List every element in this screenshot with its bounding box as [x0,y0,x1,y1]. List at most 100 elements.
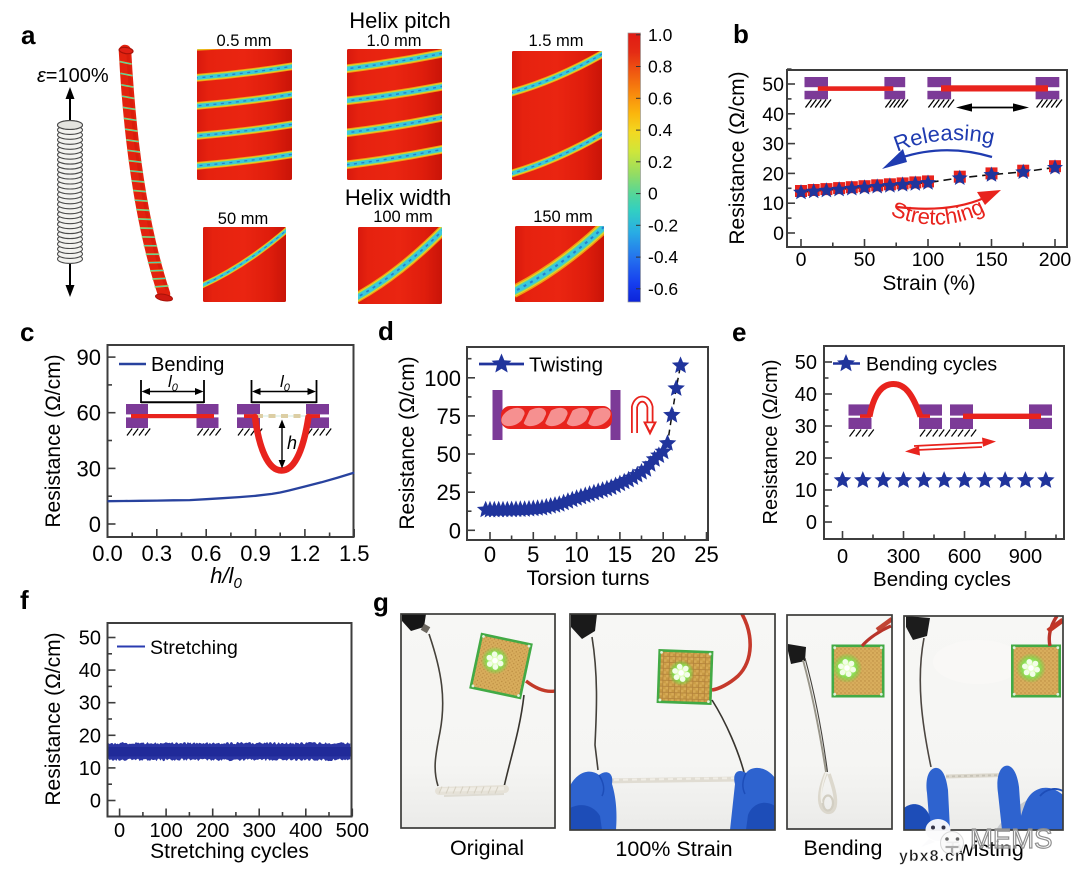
svg-text:100% Strain: 100% Strain [615,837,732,861]
svg-text:0: 0 [90,791,101,813]
svg-text:g: g [373,587,389,617]
svg-text:50: 50 [79,628,101,650]
svg-text:l0: l0 [280,372,291,394]
svg-text:d: d [378,316,394,346]
svg-text:Bending cycles: Bending cycles [866,354,997,376]
svg-text:Strain (%): Strain (%) [882,272,975,295]
svg-text:-0.4: -0.4 [648,247,678,267]
svg-text:200: 200 [1039,249,1072,271]
svg-text:40: 40 [795,384,817,406]
svg-text:100: 100 [912,249,945,271]
svg-text:Resistance (Ω/cm): Resistance (Ω/cm) [760,360,782,525]
svg-text:-0.6: -0.6 [648,279,678,299]
svg-text:0.3: 0.3 [142,541,173,566]
svg-text:0.8: 0.8 [648,57,672,77]
svg-text:Stretching cycles: Stretching cycles [150,840,309,863]
svg-text:200: 200 [196,820,229,842]
svg-text:Resistance (Ω/cm): Resistance (Ω/cm) [42,354,65,527]
svg-text:100 mm: 100 mm [373,208,433,226]
svg-text:10: 10 [795,480,817,502]
svg-text:MEMS: MEMS [970,823,1053,854]
svg-text:0.9: 0.9 [240,541,271,566]
svg-text:30: 30 [77,456,101,481]
svg-text:20: 20 [651,542,675,567]
svg-text:0: 0 [89,512,101,537]
svg-text:0.4: 0.4 [648,120,673,140]
svg-text:30: 30 [762,134,784,156]
svg-text:0: 0 [806,512,817,534]
svg-text:0: 0 [796,249,807,271]
svg-text:50 mm: 50 mm [218,210,268,228]
svg-text:0.6: 0.6 [191,541,222,566]
svg-text:300: 300 [243,820,276,842]
svg-text:1.0: 1.0 [648,25,673,45]
svg-text:500: 500 [336,820,369,842]
svg-text:50: 50 [795,352,817,374]
svg-text:20: 20 [79,725,101,747]
svg-text:10: 10 [79,758,101,780]
svg-text:a: a [21,20,36,50]
svg-text:20: 20 [762,163,784,185]
svg-text:900: 900 [1009,546,1042,568]
svg-text:75: 75 [437,404,461,429]
svg-text:0.0: 0.0 [92,541,123,566]
svg-text:Stretching: Stretching [150,637,238,659]
svg-text:0: 0 [773,223,784,245]
svg-text:50: 50 [437,442,461,467]
svg-text:300: 300 [887,546,920,568]
svg-text:0: 0 [837,546,848,568]
svg-text:30: 30 [79,693,101,715]
svg-text:0: 0 [114,820,125,842]
svg-text:Resistance (Ω/cm): Resistance (Ω/cm) [42,632,65,805]
svg-text:5: 5 [527,542,539,567]
svg-text:0.2: 0.2 [648,152,672,172]
svg-text:20: 20 [795,448,817,470]
svg-text:1.5: 1.5 [339,541,370,566]
svg-text:0: 0 [484,542,496,567]
svg-text:Helix pitch: Helix pitch [349,8,450,33]
svg-text:h/l0: h/l0 [210,563,242,592]
svg-text:Bending: Bending [804,836,883,860]
svg-text:ε=100%: ε=100% [37,65,109,87]
svg-text:1.2: 1.2 [290,541,321,566]
svg-text:0: 0 [449,518,461,543]
svg-text:400: 400 [289,820,322,842]
svg-text:150: 150 [975,249,1008,271]
svg-text:600: 600 [948,546,981,568]
svg-text:Original: Original [450,836,524,860]
svg-text:50: 50 [762,74,784,96]
svg-text:b: b [733,19,749,49]
svg-text:-0.2: -0.2 [648,215,678,235]
svg-text:Resistance (Ω/cm): Resistance (Ω/cm) [396,356,419,529]
svg-text:150 mm: 150 mm [533,208,593,226]
svg-text:15: 15 [608,542,632,567]
svg-text:25: 25 [437,480,461,505]
svg-text:100: 100 [424,366,461,391]
svg-text:30: 30 [795,416,817,438]
svg-text:Bending: Bending [151,354,224,376]
svg-text:h: h [287,433,297,453]
svg-text:f: f [20,585,29,615]
svg-text:e: e [732,317,746,347]
svg-text:0: 0 [648,184,658,204]
svg-text:Bending cycles: Bending cycles [873,568,1011,591]
svg-text:0.6: 0.6 [648,88,672,108]
svg-text:Torsion turns: Torsion turns [526,566,649,590]
svg-text:1.5 mm: 1.5 mm [528,32,583,50]
svg-text:Helix width: Helix width [345,185,451,210]
svg-text:Resistance (Ω/cm): Resistance (Ω/cm) [726,71,749,244]
svg-text:40: 40 [79,660,101,682]
svg-text:c: c [20,317,34,347]
svg-text:50: 50 [854,249,876,271]
svg-text:10: 10 [564,542,588,567]
svg-text:1.0 mm: 1.0 mm [366,32,421,50]
svg-text:60: 60 [77,401,101,426]
svg-text:100: 100 [149,820,182,842]
svg-text:90: 90 [77,345,101,370]
svg-text:l0: l0 [168,372,179,394]
svg-text:25: 25 [694,542,718,567]
svg-text:40: 40 [762,104,784,126]
svg-text:Twisting: Twisting [529,354,603,377]
svg-text:ybx8.cn: ybx8.cn [899,848,966,865]
svg-text:10: 10 [762,193,784,215]
